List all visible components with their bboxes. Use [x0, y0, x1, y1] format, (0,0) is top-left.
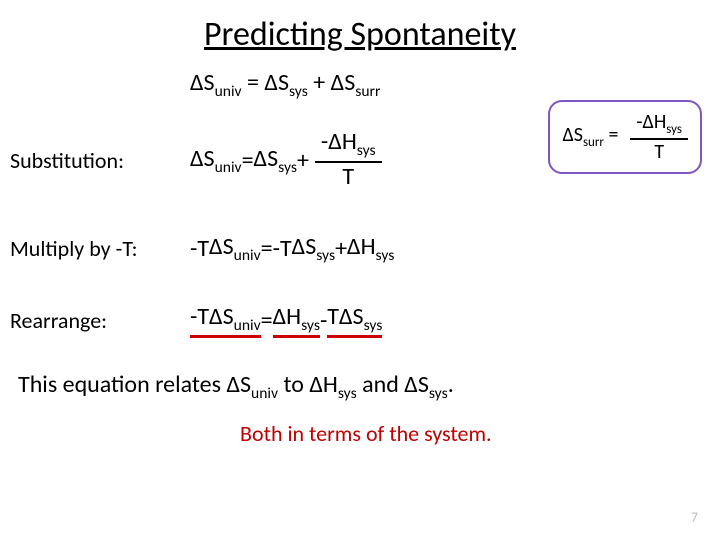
relation-line: This equation relates ΔSuniv to ΔHsys an…	[18, 370, 454, 403]
eq1-r1: ΔSsys	[264, 68, 307, 97]
row-multiply: Multiply by -T: -TΔSuniv = -TΔSsys + ΔHs…	[10, 218, 710, 278]
page-number: 7	[691, 509, 698, 526]
eq-substitution: ΔSuniv = ΔSsys + -ΔHsys T	[190, 130, 382, 190]
sub-fraction: -ΔHsys T	[315, 128, 382, 191]
eq1-lhs: ΔSuniv	[190, 68, 242, 97]
label-multiply: Multiply by -T:	[10, 235, 190, 262]
eq1-r2: ΔSsurr	[331, 68, 381, 97]
row-rearrange: Rearrange: -TΔSuniv = ΔHsys - TΔSsys	[10, 290, 710, 350]
both-line: Both in terms of the system.	[240, 420, 492, 447]
page-title: Predicting Spontaneity	[0, 14, 720, 55]
label-rearrange: Rearrange:	[10, 307, 190, 334]
term-tdsuniv: -TΔSuniv	[190, 302, 261, 339]
row-substitution: Substitution: ΔSuniv = ΔSsys + -ΔHsys T	[10, 130, 710, 190]
equation-main: ΔSuniv = ΔSsys + ΔSsurr	[190, 68, 380, 101]
eq-rearrange: -TΔSuniv = ΔHsys - TΔSsys	[190, 290, 382, 350]
eq-multiply: -TΔSuniv = -TΔSsys + ΔHsys	[190, 218, 394, 278]
term-tdssys: TΔSsys	[327, 302, 382, 339]
label-substitution: Substitution:	[10, 147, 190, 174]
term-dhsys: ΔHsys	[273, 302, 320, 339]
